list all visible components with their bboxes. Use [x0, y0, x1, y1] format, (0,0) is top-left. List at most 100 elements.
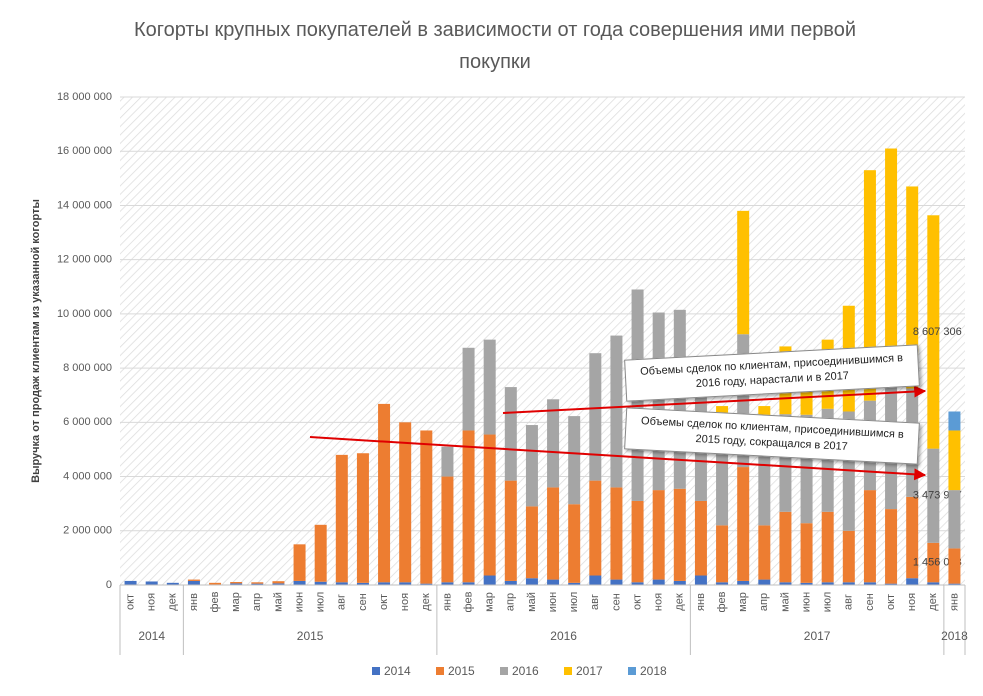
y-tick-label: 4 000 000 — [63, 470, 112, 482]
y-tick-label: 10 000 000 — [57, 308, 112, 320]
x-tick-label: ноя — [906, 593, 918, 611]
bar-segment — [906, 578, 919, 585]
x-tick-label: фев — [209, 591, 221, 612]
bar-segment — [420, 583, 433, 585]
bar-segment — [568, 582, 581, 585]
bar-segment — [251, 583, 264, 585]
bar-segment — [948, 583, 961, 585]
bar-segment — [230, 582, 243, 584]
x-tick-label: окт — [124, 594, 136, 610]
bar-segment — [652, 312, 665, 491]
bar-segment — [378, 403, 391, 583]
x-tick-label: ноя — [146, 593, 158, 611]
bar-segment — [589, 575, 602, 585]
bar-segment — [483, 434, 496, 576]
x-tick-label: ноя — [399, 593, 411, 611]
bar-segment — [525, 506, 538, 579]
bar-segment — [673, 580, 686, 585]
x-tick-label: май — [526, 592, 538, 612]
bar-segment — [314, 524, 327, 582]
x-tick-label: июл — [568, 592, 580, 613]
x-tick-label: янв — [695, 593, 707, 611]
legend-swatch — [564, 667, 572, 675]
bar-segment — [927, 448, 940, 543]
y-tick-label: 16 000 000 — [57, 145, 112, 157]
bar-segment — [187, 580, 200, 585]
x-tick-label: июн — [547, 592, 559, 612]
bar-segment — [631, 500, 644, 583]
bar-segment — [821, 511, 834, 583]
y-tick-label: 0 — [106, 579, 112, 591]
bar-segment — [948, 548, 961, 584]
bar-segment — [356, 453, 369, 583]
bar-segment — [272, 583, 285, 585]
x-group-label: 2017 — [804, 629, 831, 643]
bar-segment — [314, 581, 327, 585]
x-tick-label: июн — [293, 592, 305, 612]
x-tick-label: янв — [188, 593, 200, 611]
y-tick-label: 12 000 000 — [57, 254, 112, 266]
x-tick-label: дек — [420, 593, 432, 611]
bar-segment — [441, 582, 454, 585]
y-tick-label: 6 000 000 — [63, 416, 112, 428]
bar-segment — [779, 582, 792, 585]
bar-segment — [906, 496, 919, 579]
bar-segment — [462, 347, 475, 431]
x-tick-label: янв — [441, 593, 453, 611]
x-tick-label: апр — [251, 593, 263, 611]
bar-segment — [694, 500, 707, 576]
x-tick-label: апр — [505, 593, 517, 611]
plot-area — [120, 97, 965, 585]
legend-swatch — [372, 667, 380, 675]
bar-segment — [187, 579, 200, 581]
x-tick-label: фев — [462, 591, 474, 612]
bar-segment — [166, 582, 179, 585]
bar-segment — [800, 523, 813, 583]
bar-segment — [652, 579, 665, 585]
bar-segment — [504, 480, 517, 581]
bar-segment — [758, 525, 771, 580]
legend-label: 2018 — [640, 664, 667, 678]
bar-segment — [335, 454, 348, 583]
bar-segment — [652, 490, 665, 580]
bar-segment — [504, 387, 517, 481]
bar-segment — [462, 582, 475, 585]
chart-title: Когорты крупных покупателей в зависимост… — [133, 19, 857, 73]
x-group-label: 2014 — [138, 629, 165, 643]
x-tick-label: окт — [631, 594, 643, 610]
bar-segment — [863, 490, 876, 583]
arrow — [502, 385, 927, 414]
x-tick-label: сен — [864, 593, 876, 611]
x-group-label: 2018 — [941, 629, 968, 643]
bar-segment — [842, 530, 855, 583]
legend-swatch — [500, 667, 508, 675]
bar-segment — [251, 582, 264, 584]
bar-segment — [547, 579, 560, 585]
legend-label: 2015 — [448, 664, 475, 678]
bar-segment — [610, 579, 623, 585]
x-tick-label: мар — [484, 592, 496, 612]
bar-segment — [124, 580, 137, 585]
bar-segment — [547, 399, 560, 488]
legend-label: 2014 — [384, 664, 411, 678]
bar-segment — [885, 583, 898, 585]
bar-segment — [673, 488, 686, 581]
bar-segment — [737, 580, 750, 585]
bar-segment — [272, 581, 285, 584]
bar-segment — [863, 582, 876, 585]
bar-segment — [589, 480, 602, 576]
bar-segment — [737, 467, 750, 581]
x-tick-label: янв — [948, 593, 960, 611]
bar-segment — [504, 580, 517, 585]
bar-segment — [863, 170, 876, 401]
x-tick-label: май — [272, 592, 284, 612]
x-tick-label: авг — [843, 594, 855, 610]
x-group-label: 2016 — [550, 629, 577, 643]
y-tick-label: 8 000 000 — [63, 362, 112, 374]
x-tick-label: фев — [716, 591, 728, 612]
x-tick-label: дек — [674, 593, 686, 611]
arrow — [309, 436, 927, 481]
x-tick-label: сен — [357, 593, 369, 611]
